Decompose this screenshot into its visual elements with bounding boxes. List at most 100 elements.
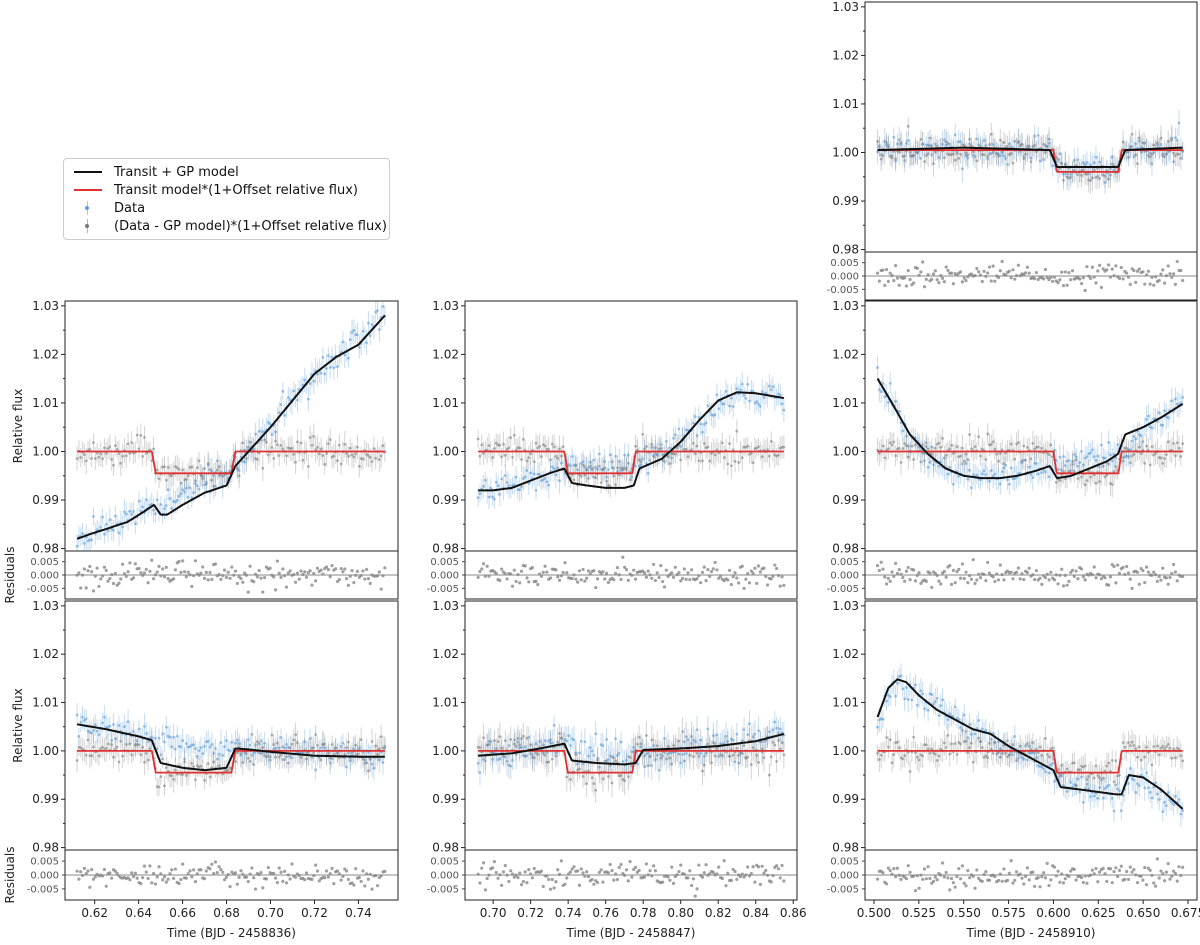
residual-point bbox=[1172, 562, 1176, 567]
data-point bbox=[237, 742, 241, 745]
detrended-point bbox=[702, 442, 706, 445]
detrended-point bbox=[628, 478, 632, 482]
residual-point bbox=[330, 866, 334, 870]
residual-point bbox=[319, 568, 323, 572]
detrended-point bbox=[159, 775, 163, 779]
detrended-point bbox=[532, 756, 536, 760]
residual-point bbox=[977, 270, 981, 274]
detrended-point bbox=[478, 454, 482, 458]
residual-point bbox=[126, 570, 130, 574]
detrended-point bbox=[962, 144, 966, 147]
detrended-point bbox=[959, 454, 963, 458]
residual-point bbox=[1079, 567, 1084, 571]
detrended-point bbox=[190, 762, 194, 765]
detrended-point bbox=[1063, 477, 1067, 481]
residual-point bbox=[284, 881, 289, 885]
detrended-point bbox=[928, 136, 932, 140]
detrended-point bbox=[108, 445, 112, 449]
data-point bbox=[155, 498, 159, 502]
data-point bbox=[984, 473, 988, 476]
residual-point bbox=[1049, 275, 1053, 280]
detrended-point bbox=[897, 446, 901, 450]
data-point bbox=[957, 474, 961, 478]
detrended-point bbox=[995, 152, 999, 156]
data-point bbox=[746, 733, 750, 737]
detrended-point bbox=[746, 444, 750, 448]
residual-point bbox=[953, 581, 957, 585]
data-point bbox=[626, 453, 630, 457]
residual-point bbox=[99, 577, 103, 581]
plot-area bbox=[876, 355, 1185, 498]
detrended-point bbox=[635, 742, 639, 746]
residual-point bbox=[778, 584, 782, 588]
residual-point bbox=[259, 576, 263, 580]
detrended-point bbox=[986, 432, 990, 436]
detrended-point bbox=[1159, 456, 1163, 460]
detrended-point bbox=[970, 144, 973, 148]
detrended-point bbox=[1072, 469, 1076, 473]
detrended-point bbox=[594, 788, 598, 792]
detrended-point bbox=[277, 755, 281, 759]
data-point bbox=[630, 475, 634, 479]
residual-point bbox=[93, 875, 97, 879]
data-point bbox=[601, 744, 605, 748]
residual-point bbox=[272, 575, 276, 579]
residual-point bbox=[957, 567, 961, 571]
residual-point bbox=[773, 563, 777, 567]
detrended-point bbox=[1080, 173, 1083, 177]
residual-point bbox=[219, 577, 223, 581]
detrended-point bbox=[1128, 144, 1132, 148]
residual-point bbox=[243, 571, 247, 575]
y-tick-label: 1.03 bbox=[832, 0, 859, 14]
residual-point bbox=[1033, 277, 1037, 281]
residual-point bbox=[261, 886, 265, 890]
data-point bbox=[572, 738, 576, 742]
detrended-point bbox=[919, 138, 923, 141]
residual-point bbox=[115, 871, 119, 875]
residual-point bbox=[171, 876, 176, 880]
gp-model-line bbox=[76, 314, 386, 540]
detrended-point bbox=[316, 446, 319, 449]
chart-panel-bottom-center: 0.980.991.001.011.021.030.0050.000-0.005… bbox=[427, 599, 807, 940]
residual-point bbox=[1065, 283, 1069, 287]
data-point bbox=[365, 341, 369, 345]
residual-point bbox=[525, 576, 529, 580]
detrended-point bbox=[556, 457, 560, 460]
data-point bbox=[681, 752, 684, 756]
data-point bbox=[157, 736, 161, 740]
residual-point bbox=[931, 272, 936, 276]
data-point bbox=[103, 715, 106, 719]
residual-point bbox=[357, 875, 361, 880]
data-point bbox=[223, 745, 226, 748]
residual-point bbox=[290, 862, 294, 866]
data-point bbox=[659, 443, 663, 446]
detrended-point bbox=[644, 445, 648, 448]
detrended-point bbox=[733, 460, 737, 463]
residual-point bbox=[877, 568, 881, 573]
data-point bbox=[257, 429, 261, 433]
data-point bbox=[1067, 459, 1071, 462]
data-point bbox=[1134, 437, 1138, 441]
data-point bbox=[612, 466, 616, 470]
detrended-point bbox=[1062, 470, 1065, 474]
detrended-point bbox=[1062, 178, 1065, 182]
data-point bbox=[523, 745, 527, 749]
data-point bbox=[906, 139, 910, 142]
residual-point bbox=[982, 269, 986, 273]
detrended-point bbox=[270, 733, 274, 737]
data-point bbox=[215, 757, 219, 761]
detrended-point bbox=[932, 162, 935, 166]
y-tick-label: 1.02 bbox=[832, 48, 859, 62]
detrended-point bbox=[1033, 144, 1037, 147]
data-point bbox=[961, 462, 964, 466]
residual-point bbox=[753, 566, 757, 570]
residual-point bbox=[221, 573, 225, 578]
data-point bbox=[587, 754, 590, 758]
detrended-point bbox=[1181, 442, 1185, 446]
detrended-point bbox=[192, 765, 196, 769]
data-point bbox=[274, 430, 277, 434]
residual-point bbox=[485, 564, 489, 568]
detrended-point bbox=[708, 459, 712, 463]
data-point bbox=[706, 404, 710, 408]
data-point bbox=[1172, 160, 1176, 164]
